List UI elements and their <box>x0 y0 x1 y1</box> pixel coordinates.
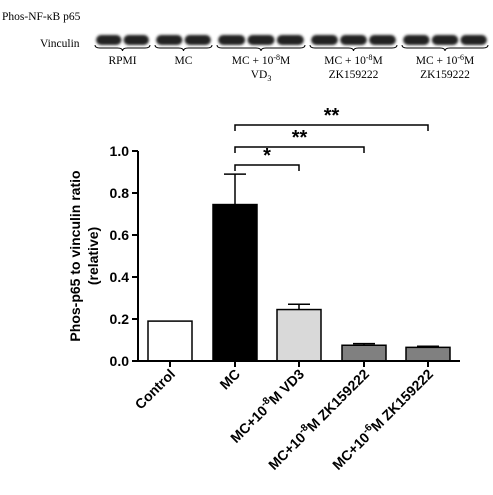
lane-group-label: MC + 10-8M <box>232 53 291 67</box>
bar <box>341 344 387 362</box>
blot-band <box>218 35 246 45</box>
blot-row-label-vinculin: Vinculin <box>40 38 80 50</box>
significance-label: ** <box>324 105 340 127</box>
significance-bracket <box>234 124 429 131</box>
blot-band <box>184 35 211 45</box>
x-label-text: Control <box>132 366 179 413</box>
lane-label-text: ZK159222 <box>329 69 379 81</box>
y-tick-label: 0.8 <box>110 185 130 201</box>
lane-group-braces <box>94 44 489 52</box>
lane-label-text: MC + 10 <box>232 55 274 67</box>
x-tick-label: Control <box>132 366 179 413</box>
x-label-text: MC <box>216 366 243 393</box>
lane-label-text: VD <box>251 69 268 81</box>
blot-band <box>311 35 338 45</box>
bar <box>276 308 322 362</box>
lane-label-text: RPMI <box>108 55 136 67</box>
y-tick-label: 0.0 <box>110 353 130 369</box>
lane-label-exponent: -8 <box>273 53 280 62</box>
lane-group-brace <box>401 44 489 52</box>
lane-label-text: MC + 10 <box>324 55 366 67</box>
lane-group-brace <box>94 44 151 52</box>
lane-group-label: MC + 10-8M <box>324 53 383 67</box>
blot-band <box>276 35 304 45</box>
y-axis-label: Phos-p65 to vinculin ratio <box>67 170 83 341</box>
lane-group-label: MC + 10-6M <box>416 53 475 67</box>
lane-group-label-line2: VD3 <box>251 69 272 83</box>
y-tick-label: 1.0 <box>110 143 130 159</box>
lane-label-unit: M <box>373 55 383 67</box>
lane-label-unit: M <box>280 55 290 67</box>
y-tick-label: 0.2 <box>110 311 130 327</box>
x-label-unit: M VD3 <box>266 366 308 408</box>
significance-label: ** <box>292 127 308 149</box>
x-tick-label: MC <box>216 366 243 393</box>
x-label-unit: M ZK159222 <box>368 366 437 435</box>
blot-band <box>431 35 459 45</box>
y-axis: 0.0 0.2 0.4 0.6 0.8 1.0 <box>110 143 139 369</box>
blot-bands <box>96 35 487 45</box>
western-blot-panel: Phos-NF-κB p65 Vinculin RPMI MC MC + 10-8M… <box>2 11 489 83</box>
lane-label-exponent: -8 <box>366 53 373 62</box>
significance-label: * <box>263 145 271 167</box>
lane-label-exponent: -6 <box>457 53 464 62</box>
blot-band <box>460 35 487 45</box>
lane-label-text: ZK159222 <box>420 69 470 81</box>
significance-bracket <box>234 146 365 153</box>
lane-group-brace <box>154 44 213 52</box>
lane-group-brace <box>216 44 306 52</box>
blot-band <box>123 35 149 45</box>
blot-band <box>247 35 275 45</box>
bar <box>147 320 193 362</box>
lane-label-subscript: 3 <box>267 74 271 83</box>
blot-band <box>369 35 396 45</box>
lane-group-brace <box>309 44 398 52</box>
lane-group-label-line2: ZK159222 <box>420 69 470 81</box>
lane-group-label: MC <box>175 55 193 67</box>
y-axis-label-unit: (relative) <box>85 227 101 285</box>
blot-band <box>156 35 183 45</box>
x-label-text: MC+10 <box>329 429 373 473</box>
x-label-unit: M ZK159222 <box>304 366 373 435</box>
lane-label-unit: M <box>464 55 474 67</box>
error-bars <box>224 173 439 348</box>
significance-bracket <box>234 164 300 171</box>
blot-band <box>340 35 367 45</box>
x-label-text: MC+10 <box>227 402 271 446</box>
blot-row-label-phos: Phos-NF-κB p65 <box>2 11 81 23</box>
significance-brackets: ***** <box>234 105 429 171</box>
blot-band <box>96 35 122 45</box>
lane-group-label-line2: ZK159222 <box>329 69 379 81</box>
bar <box>405 346 451 362</box>
lane-label-text: MC + 10 <box>416 55 458 67</box>
blot-band <box>403 35 430 45</box>
y-tick-label: 0.6 <box>110 227 130 243</box>
bar <box>212 203 258 362</box>
x-label-text: MC+10 <box>265 429 309 473</box>
y-tick-label: 0.4 <box>110 269 130 285</box>
lane-label-text: MC <box>175 55 193 67</box>
bars <box>147 203 451 362</box>
lane-group-label: RPMI <box>108 55 136 67</box>
